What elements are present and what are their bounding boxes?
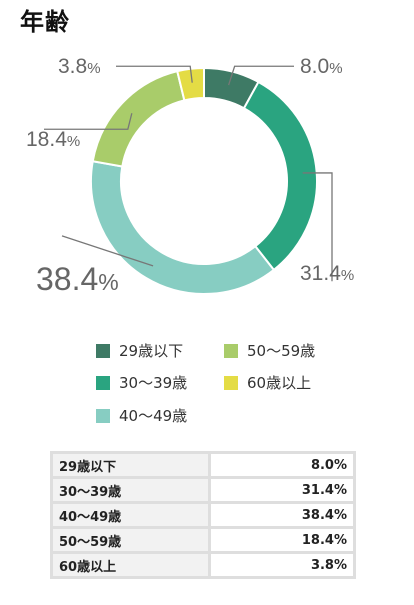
donut-slice — [91, 69, 186, 168]
table-row: 30〜39歳 31.4% — [50, 476, 356, 504]
legend-label: 29歳以下 — [119, 342, 184, 360]
slice-value-label: 8.0% — [300, 55, 343, 78]
donut-slice — [242, 80, 318, 272]
donut-slice — [176, 66, 205, 102]
chart-title: 年齢 — [20, 8, 70, 36]
legend-swatch — [224, 375, 238, 390]
percent-sign: % — [67, 133, 80, 150]
legend-label: 50〜59歳 — [247, 342, 316, 360]
legend-swatch — [224, 343, 238, 358]
table-row: 40〜49歳 38.4% — [50, 501, 356, 529]
slice-value-label: 3.8% — [58, 55, 101, 78]
percent-sign: % — [98, 269, 118, 295]
legend-label: 60歳以上 — [247, 374, 312, 392]
table-cell-label: 29歳以下 — [50, 451, 211, 479]
legend-label: 40〜49歳 — [119, 407, 188, 425]
percent-sign: % — [87, 60, 100, 77]
callout-line — [302, 172, 333, 282]
callout-line — [228, 65, 294, 86]
table-cell-value: 38.4% — [208, 501, 356, 529]
percent-sign: % — [329, 60, 342, 77]
legend-item-40-49: 40〜49歳 — [96, 405, 187, 426]
callout-line — [61, 235, 154, 267]
legend-item-50-59: 50〜59歳 — [224, 340, 315, 361]
donut-chart: 8.0% 31.4% 38.4% 18.4% 3.8% — [26, 55, 354, 297]
table-cell-label: 50〜59歳 — [50, 526, 211, 554]
legend-item-30-39: 30〜39歳 — [96, 372, 187, 393]
callout-line — [116, 65, 193, 83]
table-row: 50〜59歳 18.4% — [50, 526, 356, 554]
legend-item-29-under: 29歳以下 — [96, 340, 183, 361]
table-cell-value: 8.0% — [208, 451, 356, 479]
slice-value-label: 18.4% — [26, 128, 80, 151]
table-row: 60歳以上 3.8% — [50, 551, 356, 579]
callout-line — [44, 113, 133, 130]
table-cell-value: 3.8% — [208, 551, 356, 579]
table-cell-value: 31.4% — [208, 476, 356, 504]
table-cell-value: 18.4% — [208, 526, 356, 554]
data-table: 29歳以下 8.0% 30〜39歳 31.4% 40〜49歳 38.4% 50〜… — [50, 451, 356, 579]
percent-sign: % — [341, 267, 354, 284]
table-cell-label: 30〜39歳 — [50, 476, 211, 504]
slice-value-label: 31.4% — [300, 262, 354, 285]
legend-swatch — [96, 343, 110, 358]
slice-value-label: 38.4% — [36, 261, 119, 297]
legend-item-60-over: 60歳以上 — [224, 372, 311, 393]
table-cell-label: 40〜49歳 — [50, 501, 211, 529]
legend-label: 30〜39歳 — [119, 374, 188, 392]
legend-swatch — [96, 375, 110, 390]
table-row: 29歳以下 8.0% — [50, 451, 356, 479]
table-cell-label: 60歳以上 — [50, 551, 211, 579]
legend-swatch — [96, 408, 110, 423]
